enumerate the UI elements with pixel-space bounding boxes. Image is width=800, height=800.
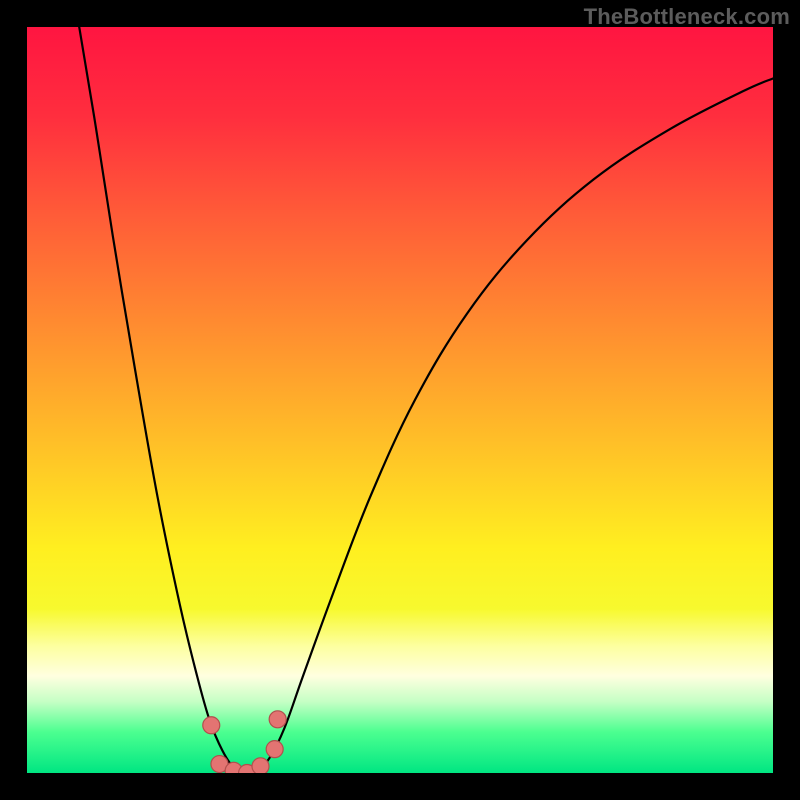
watermark-text: TheBottleneck.com xyxy=(584,4,790,30)
gradient-background xyxy=(27,27,773,773)
chart-frame: TheBottleneck.com xyxy=(0,0,800,800)
marker-point xyxy=(252,758,269,773)
marker-point xyxy=(203,717,220,734)
marker-point xyxy=(266,741,283,758)
marker-point xyxy=(269,711,286,728)
plot-svg xyxy=(27,27,773,773)
plot-area xyxy=(27,27,773,773)
